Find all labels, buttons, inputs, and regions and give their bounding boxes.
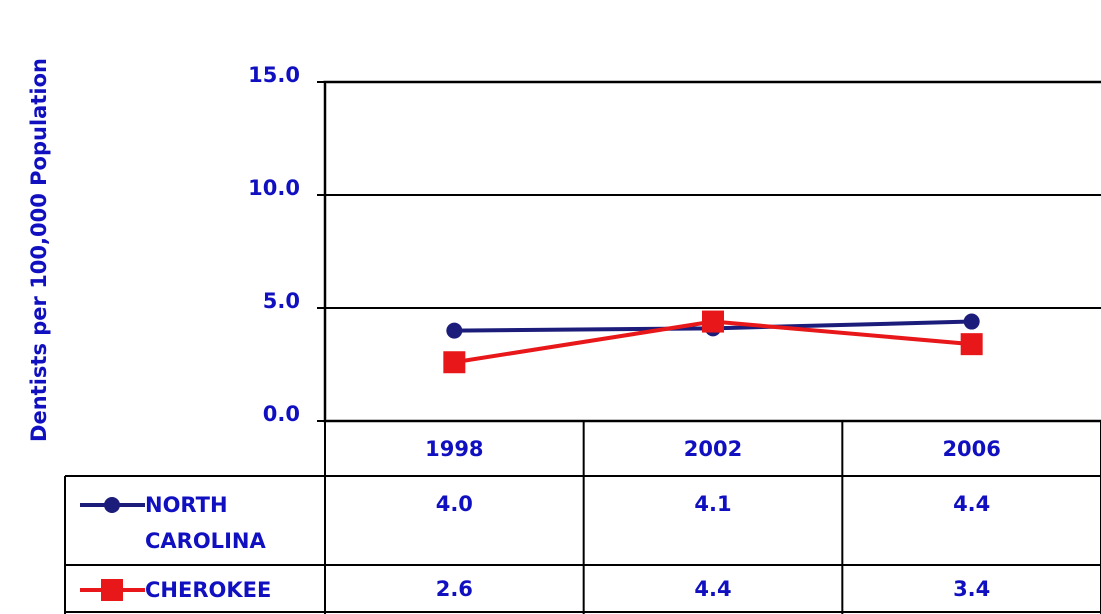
marker: [963, 313, 980, 330]
y-tick-label: 5.0: [263, 289, 300, 313]
y-tick-label: 15.0: [248, 63, 300, 87]
x-tick-label: 2002: [684, 437, 742, 461]
data-label: 4.0: [436, 492, 473, 516]
y-axis-label: Dentists per 100,000 Population: [27, 58, 51, 442]
legend-label: CHEROKEE: [145, 578, 272, 602]
data-label: 2.6: [436, 577, 473, 601]
legend-marker: [101, 579, 123, 601]
legend-label: NORTH CAROLINA: [145, 493, 266, 553]
y-tick-label: 0.0: [263, 402, 300, 426]
x-tick-label: 2006: [942, 437, 1000, 461]
marker: [702, 310, 724, 333]
data-label: 4.4: [694, 577, 731, 601]
x-tick-label: 1998: [425, 437, 483, 461]
marker: [446, 322, 463, 339]
marker: [960, 333, 983, 356]
data-label: 4.4: [953, 492, 990, 516]
y-tick-label: 10.0: [248, 176, 300, 200]
marker: [443, 351, 466, 374]
plot-area: [323, 80, 1101, 423]
data-label: 3.4: [953, 577, 990, 601]
legend-marker: [104, 497, 120, 513]
data-label: 4.1: [694, 492, 731, 516]
